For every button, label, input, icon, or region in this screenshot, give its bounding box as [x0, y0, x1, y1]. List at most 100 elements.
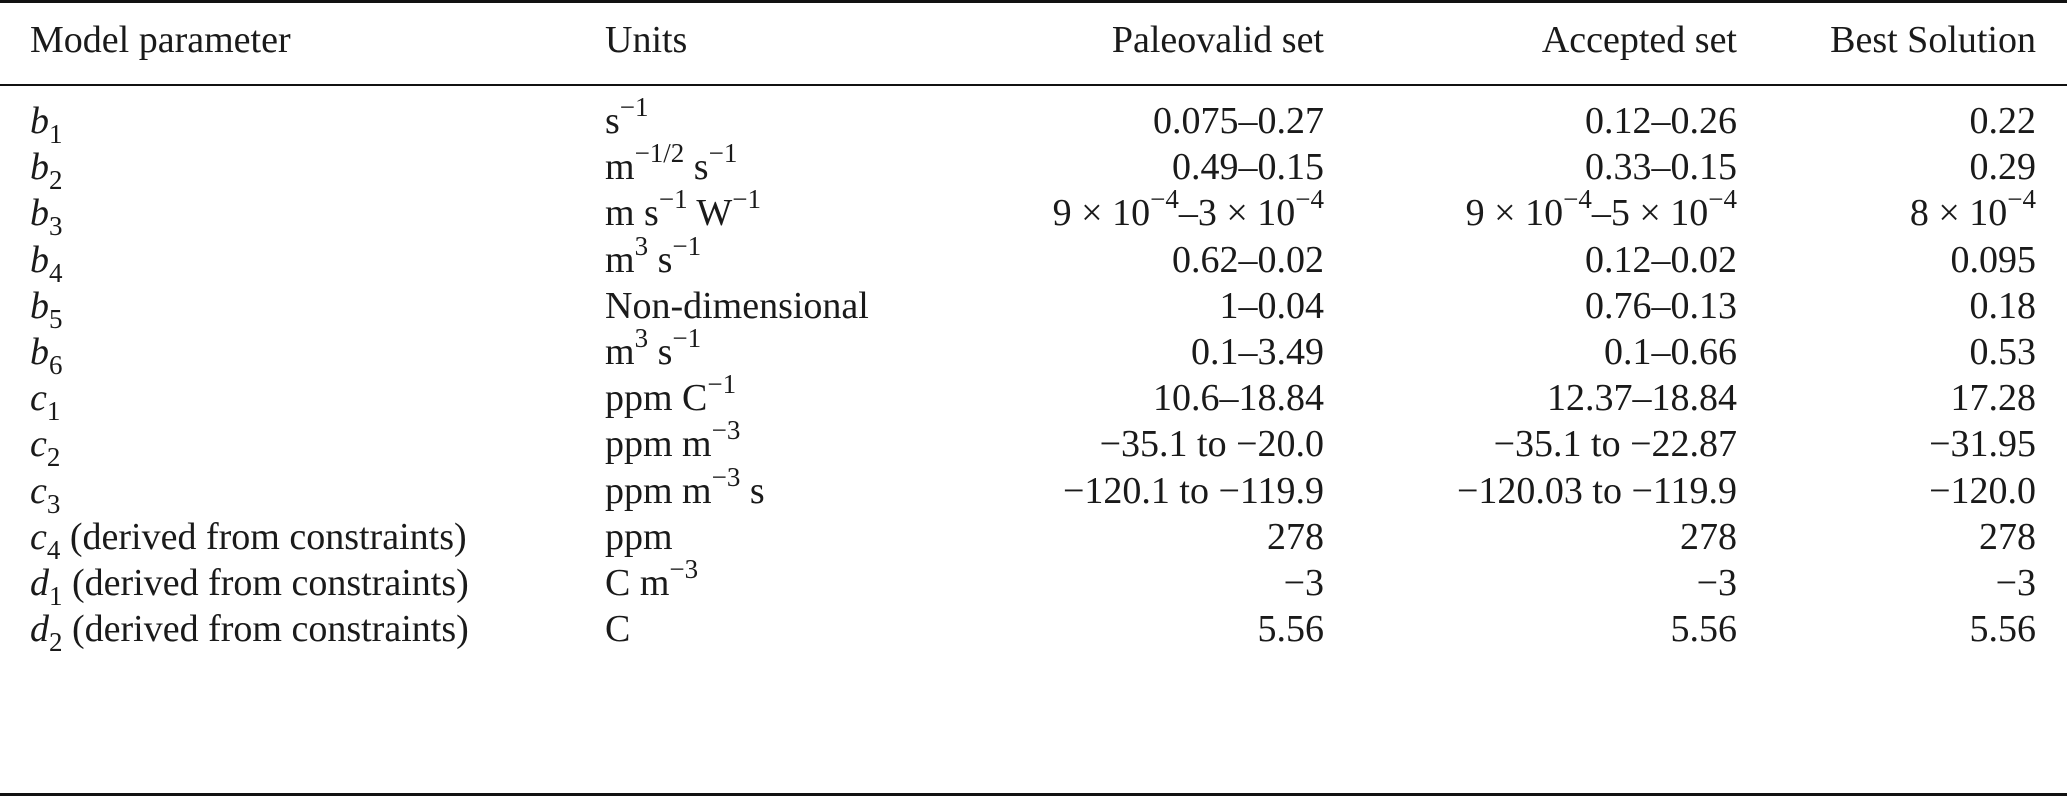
parameter-symbol: b	[30, 284, 49, 327]
accepted-superscript: −4	[1563, 184, 1592, 215]
cell-best-solution: 0.18	[1970, 281, 2037, 331]
accepted-text: −3	[1696, 562, 1737, 604]
cell-paleovalid: 278	[1267, 512, 1324, 562]
cell-parameter: c2	[30, 419, 60, 471]
header-best-solution: Best Solution	[1830, 19, 2036, 61]
cell-parameter: d1 (derived from constraints)	[30, 558, 469, 611]
units-superscript: −1	[619, 92, 649, 122]
accepted-text: 9 × 10	[1465, 192, 1564, 235]
cell-accepted: 0.1–0.66	[1604, 327, 1737, 377]
cell-parameter: b3	[30, 188, 63, 240]
best-solution-text: 0.29	[1969, 146, 2037, 189]
units-text: C m	[605, 562, 670, 604]
best-solution-superscript: −4	[2007, 184, 2036, 215]
parameter-symbol: c	[30, 469, 47, 512]
cell-parameter: b6	[30, 327, 63, 379]
table-top-rule	[0, 0, 2067, 3]
cell-accepted: 278	[1680, 512, 1737, 562]
table-row: b2 m−1/2 s−1 0.49–0.15 0.33–0.15 0.29	[0, 140, 2067, 196]
parameter-subscript: 2	[49, 165, 63, 196]
units-text: C	[605, 608, 631, 651]
units-text: m	[605, 146, 635, 189]
parameter-subscript: 1	[49, 581, 63, 611]
units-text: s	[648, 238, 673, 281]
cell-units: ppm m−3	[605, 417, 740, 469]
paleovalid-text: 278	[1267, 515, 1324, 558]
parameter-symbol: b	[30, 192, 49, 235]
parameter-symbol: d	[30, 608, 49, 651]
paleovalid-text: 0.62–0.02	[1172, 238, 1324, 281]
units-superscript: −3	[669, 554, 699, 584]
cell-units: m−1/2 s−1	[605, 140, 737, 192]
accepted-text: 0.33–0.15	[1585, 146, 1737, 189]
cell-best-solution: 0.22	[1970, 96, 2037, 146]
best-solution-text: 0.53	[1969, 331, 2037, 373]
paleovalid-text: 1–0.04	[1219, 284, 1325, 327]
units-superscript: −1	[672, 230, 702, 261]
header-model-parameter: Model parameter	[30, 19, 291, 61]
units-superscript: −1	[708, 138, 738, 169]
units-text: Non-dimensional	[605, 284, 869, 327]
cell-units: ppm m−3 s	[605, 463, 765, 516]
paleovalid-text: 0.075–0.27	[1153, 100, 1324, 142]
units-text: s	[605, 100, 620, 142]
header-paleovalid-set: Paleovalid set	[1111, 19, 1324, 61]
parameter-subscript: 3	[46, 488, 61, 519]
cell-best-solution: 5.56	[1970, 604, 2037, 654]
cell-accepted: −3	[1697, 558, 1737, 608]
cell-paleovalid: −120.1 to −119.9	[1063, 466, 1324, 516]
header-units: Units	[605, 19, 688, 61]
cell-paleovalid: 1–0.04	[1220, 281, 1325, 331]
units-superscript: −1	[658, 184, 688, 215]
cell-best-solution: 17.28	[1951, 373, 2037, 423]
paleovalid-superscript: −4	[1150, 184, 1179, 215]
cell-parameter: b1	[30, 96, 63, 148]
table-row: b5 Non-dimensional 1–0.04 0.76–0.13 0.18	[0, 281, 2067, 334]
cell-parameter: c3	[30, 466, 61, 519]
units-superscript: −1	[732, 184, 762, 215]
cell-paleovalid: 9 × 10−4–3 × 10−4	[1053, 186, 1324, 238]
units-superscript: −1	[672, 323, 702, 353]
accepted-text: –5 × 10	[1591, 192, 1709, 235]
parameter-subscript: 4	[49, 257, 63, 288]
cell-units: m3 s−1	[605, 232, 701, 285]
accepted-text: 278	[1680, 515, 1737, 558]
cell-best-solution: −120.0	[1929, 466, 2036, 516]
cell-paleovalid: 5.56	[1258, 604, 1325, 654]
units-text: s	[740, 469, 765, 512]
parameter-symbol: c	[30, 423, 47, 466]
cell-best-solution: 0.53	[1970, 327, 2037, 377]
accepted-text: 0.1–0.66	[1604, 331, 1737, 373]
table-row: b6 m3 s−1 0.1–3.49 0.1–0.66 0.53	[0, 325, 2067, 379]
parameter-subscript: 5	[49, 303, 63, 334]
cell-units: ppm	[605, 512, 673, 562]
cell-paleovalid: 0.62–0.02	[1172, 235, 1324, 285]
table-row: b3 m s−1 W−1 9 × 10−4–3 × 10−4 9 × 10−4–5 ×…	[0, 186, 2067, 240]
cell-parameter: c4 (derived from constraints)	[30, 512, 467, 564]
cell-units: m s−1 W−1	[605, 186, 761, 238]
cell-best-solution: −31.95	[1929, 419, 2036, 469]
cell-best-solution: 8 × 10−4	[1909, 186, 2036, 238]
cell-accepted: −120.03 to −119.9	[1457, 466, 1737, 516]
table-row: d2 (derived from constraints) C 5.56 5.56 5.…	[0, 604, 2067, 656]
parameter-symbol: b	[30, 100, 49, 142]
units-text: ppm m	[605, 469, 712, 512]
parameter-symbol: c	[30, 377, 47, 420]
best-solution-text: −31.95	[1929, 423, 2036, 466]
cell-units: C	[605, 604, 630, 654]
table-row: c2 ppm m−3 −35.1 to −20.0 −35.1 to −22.87 −3…	[0, 417, 2067, 471]
best-solution-text: 5.56	[1969, 608, 2037, 651]
best-solution-text: 17.28	[1950, 377, 2037, 420]
parameter-symbol: d	[30, 562, 49, 604]
best-solution-text: 8 × 10	[1909, 192, 2008, 235]
paleovalid-text: 0.49–0.15	[1172, 146, 1324, 189]
cell-paleovalid: 0.1–3.49	[1191, 327, 1324, 377]
cell-accepted: 12.37–18.84	[1547, 373, 1737, 423]
accepted-superscript: −4	[1708, 184, 1737, 215]
units-text: m s	[605, 192, 659, 235]
best-solution-text: −120.0	[1929, 469, 2036, 512]
units-superscript: 3	[634, 323, 649, 353]
table-row: c1 ppm C−1 10.6–18.84 12.37–18.84 17.28	[0, 371, 2067, 425]
cell-accepted: 0.12–0.26	[1585, 96, 1737, 146]
accepted-text: −35.1 to −22.87	[1493, 423, 1737, 466]
